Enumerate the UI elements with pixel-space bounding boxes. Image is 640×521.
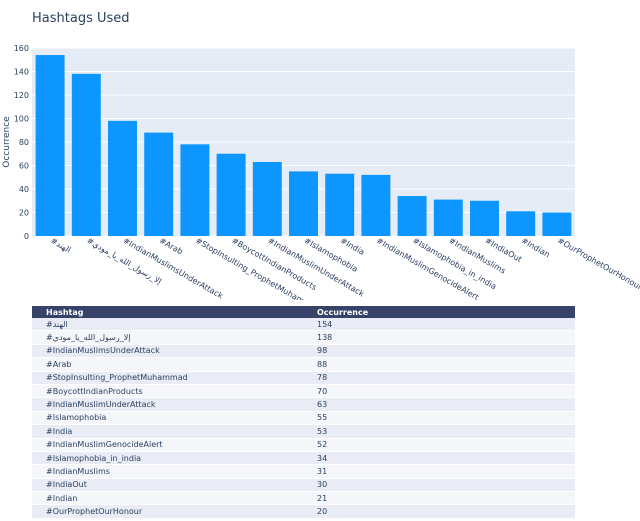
bar[interactable]: [397, 196, 427, 236]
occurrence-cell: 31: [303, 464, 575, 479]
hashtag-cell: #Islamophobia_in_india: [32, 451, 303, 466]
table-header-row: Hashtag Occurrence: [32, 306, 575, 318]
occurrence-cell: 78: [303, 371, 575, 385]
table-row: #IndianMuslims 31: [32, 464, 575, 479]
hashtag-cell: #IndiaOut: [32, 478, 303, 493]
bar[interactable]: [108, 120, 137, 236]
hashtag-cell: #Indian: [32, 491, 303, 506]
hashtag-cell: #IndianMuslimsUnderAttack: [32, 344, 303, 359]
x-tick-label: #Indian: [520, 236, 552, 259]
table-row: #IndiaOut 30: [32, 478, 575, 493]
occurrence-cell: 88: [303, 357, 575, 372]
table-row: #الهند 154: [32, 318, 575, 332]
occurrence-cell: 70: [303, 384, 575, 399]
table-row: #Islamophobia_in_india 34: [32, 451, 575, 466]
table-row: #Islamophobia 55: [32, 411, 575, 426]
bar[interactable]: [252, 161, 282, 236]
bar[interactable]: [433, 199, 463, 236]
occurrence-cell: 20: [303, 504, 575, 519]
hashtag-cell: #IndianMuslimUnderAttack: [32, 397, 303, 412]
table-row: #BoycottIndianProducts 70: [32, 384, 575, 399]
table-row: #إلا_رسول_الله_يا_مودي 138: [32, 330, 575, 345]
occurrence-cell: 53: [303, 424, 575, 439]
table-row: #Arab 88: [32, 357, 575, 372]
header-hashtag: Hashtag: [32, 306, 303, 318]
table-row: #Indian 21: [32, 491, 575, 506]
y-tick-label: 40: [19, 185, 29, 194]
y-tick-label: 120: [14, 91, 29, 100]
table-row: #StopInsulting_ProphetMuhammad 78: [32, 371, 575, 385]
x-tick-label: #OurProphetOurHonour: [556, 236, 640, 292]
x-tick-label: #الهند: [49, 236, 72, 255]
y-tick-label: 20: [19, 209, 29, 218]
hashtag-cell: #OurProphetOurHonour: [32, 504, 303, 519]
occurrence-cell: 30: [303, 478, 575, 493]
table-row: #IndianMuslimsUnderAttack 98: [32, 344, 575, 359]
hashtag-table: Hashtag Occurrence #الهند 154 #إلا_رسول_ال…: [32, 306, 575, 519]
table-row: #IndianMuslimUnderAttack 63: [32, 397, 575, 412]
bar[interactable]: [35, 55, 65, 236]
x-tick-label: #Arab: [158, 236, 185, 257]
y-tick-label: 80: [19, 138, 29, 147]
hashtag-cell: #IndianMuslimGenocideAlert: [32, 438, 303, 452]
occurrence-cell: 34: [303, 451, 575, 466]
bar[interactable]: [361, 174, 391, 236]
hashtag-cell: #BoycottIndianProducts: [32, 384, 303, 399]
y-tick-label: 60: [19, 162, 29, 171]
hashtag-cell: #Arab: [32, 357, 303, 372]
bar[interactable]: [325, 173, 355, 236]
chart-title: Hashtags Used: [32, 11, 130, 26]
hashtag-cell: #India: [32, 424, 303, 439]
occurrence-cell: 52: [303, 438, 575, 452]
occurrence-cell: 138: [303, 330, 575, 345]
bar[interactable]: [289, 171, 318, 236]
hashtag-cell: #إلا_رسول_الله_يا_مودي: [32, 330, 303, 345]
bar[interactable]: [506, 211, 536, 236]
occurrence-cell: 154: [303, 318, 575, 332]
bar[interactable]: [216, 153, 246, 236]
hashtag-cell: #StopInsulting_ProphetMuhammad: [32, 371, 303, 385]
occurrence-cell: 55: [303, 411, 575, 426]
y-tick-label: 0: [24, 232, 29, 241]
bar[interactable]: [71, 73, 101, 236]
y-tick-label: 100: [14, 115, 29, 124]
bar[interactable]: [180, 144, 210, 236]
occurrence-cell: 98: [303, 344, 575, 359]
x-tick-label: #India: [339, 236, 366, 257]
y-axis-label: Occurrence: [2, 116, 12, 168]
occurrence-cell: 21: [303, 491, 575, 506]
bar[interactable]: [470, 200, 499, 236]
bar[interactable]: [144, 132, 174, 236]
y-tick-label: 160: [14, 44, 29, 53]
table-row: #IndianMuslimGenocideAlert 52: [32, 438, 575, 452]
occurrence-cell: 63: [303, 397, 575, 412]
y-tick-label: 140: [14, 68, 29, 77]
header-occurrence: Occurrence: [303, 306, 575, 318]
hashtag-cell: #IndianMuslims: [32, 464, 303, 479]
hashtag-cell: #Islamophobia: [32, 411, 303, 426]
bar[interactable]: [542, 212, 572, 237]
hashtag-cell: #الهند: [32, 318, 303, 332]
table-row: #India 53: [32, 424, 575, 439]
table-row: #OurProphetOurHonour 20: [32, 504, 575, 519]
